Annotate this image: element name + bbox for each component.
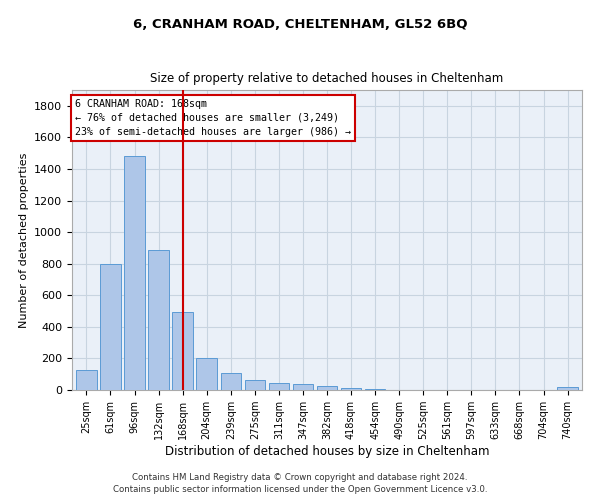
Text: 6, CRANHAM ROAD, CHELTENHAM, GL52 6BQ: 6, CRANHAM ROAD, CHELTENHAM, GL52 6BQ	[133, 18, 467, 30]
Bar	[341, 388, 361, 390]
Bar	[196, 358, 217, 390]
Bar	[124, 156, 145, 390]
Text: Contains public sector information licensed under the Open Government Licence v3: Contains public sector information licen…	[113, 485, 487, 494]
Y-axis label: Number of detached properties: Number of detached properties	[19, 152, 29, 328]
Bar	[172, 312, 193, 390]
Bar	[221, 374, 241, 390]
Bar	[557, 387, 578, 390]
Bar	[365, 389, 385, 390]
Bar	[269, 383, 289, 390]
Bar	[293, 384, 313, 390]
Bar	[317, 386, 337, 390]
X-axis label: Distribution of detached houses by size in Cheltenham: Distribution of detached houses by size …	[165, 445, 489, 458]
Bar	[148, 250, 169, 390]
Bar	[245, 380, 265, 390]
Bar	[100, 264, 121, 390]
Text: 6 CRANHAM ROAD: 168sqm
← 76% of detached houses are smaller (3,249)
23% of semi-: 6 CRANHAM ROAD: 168sqm ← 76% of detached…	[74, 99, 350, 137]
Bar	[76, 370, 97, 390]
Text: Contains HM Land Registry data © Crown copyright and database right 2024.: Contains HM Land Registry data © Crown c…	[132, 472, 468, 482]
Title: Size of property relative to detached houses in Cheltenham: Size of property relative to detached ho…	[151, 72, 503, 85]
